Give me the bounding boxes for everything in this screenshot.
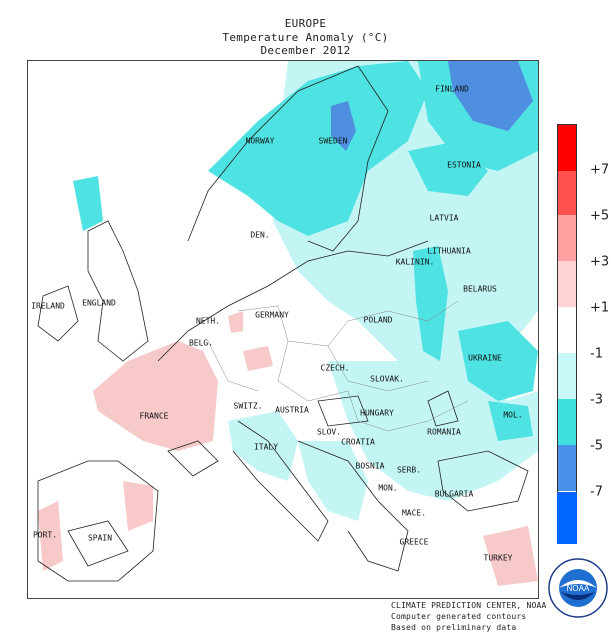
anomaly-region-ukraine-cyan	[458, 321, 538, 401]
legend-swatch	[558, 261, 576, 307]
anomaly-region-cool-italy	[228, 411, 298, 481]
country-label-czech: CZECH.	[320, 363, 350, 373]
legend-tick: -7	[590, 484, 603, 500]
legend-swatch	[558, 399, 576, 445]
country-label-latvia: LATVIA	[429, 213, 459, 223]
anomaly-region-estonia	[408, 141, 488, 196]
country-label-belg: BELG.	[188, 338, 214, 348]
country-label-switz: SWITZ.	[233, 401, 263, 411]
country-label-sweden: SWEDEN	[318, 136, 348, 146]
anomaly-region-norway-sea	[73, 176, 103, 231]
legend-swatch	[558, 125, 576, 171]
noaa-logo: NOAA	[548, 558, 608, 618]
country-label-bulgaria: BULGARIA	[434, 489, 474, 499]
legend-swatch	[558, 353, 576, 399]
country-label-hungary: HUNGARY	[360, 408, 394, 418]
anomaly-region-sweden-deep	[331, 101, 356, 151]
country-label-spain: SPAIN	[87, 533, 113, 543]
country-label-port: PORT.	[32, 530, 58, 540]
coastline-ireland	[37, 285, 79, 342]
anomaly-region-iberia-south	[123, 481, 153, 531]
country-label-mon: MON.	[378, 483, 398, 493]
country-label-england: ENGLAND	[82, 298, 116, 308]
country-label-romania: ROMANIA	[427, 427, 461, 437]
anomaly-contour-zero-romania	[427, 390, 459, 427]
map-region-title: EUROPE	[284, 17, 327, 30]
legend-tick: -1	[590, 346, 603, 362]
country-label-mol: MOL.	[503, 410, 523, 420]
country-label-croatia: CROATIA	[341, 437, 375, 447]
legend-swatch	[558, 215, 576, 261]
credit-line: CLIMATE PREDICTION CENTER, NOAA	[391, 601, 547, 610]
country-label-poland: POLAND	[363, 315, 393, 325]
legend-tick: +7	[590, 162, 610, 178]
legend-tick: +1	[590, 300, 610, 316]
country-label-lithuania: LITHUANIA	[427, 246, 471, 256]
country-label-ireland: IRELAND	[31, 301, 65, 311]
country-label-turkey: TURKEY	[483, 553, 513, 563]
country-label-finland: FINLAND	[435, 84, 469, 94]
country-label-ukraine: UKRAINE	[468, 353, 502, 363]
anomaly-contour-zero-spain	[67, 520, 129, 567]
legend-tick: -3	[590, 392, 603, 408]
anomaly-region-baltic	[413, 246, 448, 361]
map-canvas	[37, 61, 538, 586]
legend-tick: -5	[590, 438, 603, 454]
legend-tick: +5	[590, 208, 610, 224]
country-label-slovak: SLOVAK.	[370, 374, 404, 384]
legend-swatch	[558, 445, 576, 491]
country-label-estonia: ESTONIA	[447, 160, 481, 170]
noaa-logo-text: NOAA	[567, 584, 590, 593]
coastline-balkans	[297, 440, 409, 572]
country-label-france: FRANCE	[139, 411, 169, 421]
credit-line: Computer generated contours	[391, 612, 527, 621]
anomaly-region-cool-balkans	[298, 441, 368, 521]
legend-swatch-bottom	[557, 492, 577, 544]
anomaly-region-alps-spot	[243, 346, 273, 371]
coastline-scandinavia	[187, 65, 389, 252]
anomaly-region-turkey	[483, 526, 538, 586]
credit-line: Based on preliminary data	[391, 623, 517, 632]
anomaly-region-iberia-west	[38, 501, 63, 571]
country-label-mace: MACE.	[401, 508, 427, 518]
anomaly-region-scandinavia	[208, 61, 428, 236]
anomaly-region-germany-spot	[228, 311, 243, 333]
country-label-belarus: BELARUS	[463, 284, 497, 294]
coastline-continent	[157, 240, 429, 362]
country-borders	[207, 300, 469, 432]
country-label-bosnia: BOSNIA	[355, 461, 385, 471]
anomaly-region-mol-cyan	[488, 401, 533, 441]
country-label-italy: ITALY	[253, 442, 279, 452]
legend-swatch	[558, 307, 576, 353]
country-label-neth: NETH.	[195, 316, 221, 326]
country-label-slov: SLOV.	[316, 427, 342, 437]
legend-swatch	[558, 171, 576, 215]
coastline-italy	[232, 420, 329, 542]
color-legend	[557, 124, 577, 494]
country-label-den: DEN.	[250, 230, 270, 240]
anomaly-region-france	[93, 341, 218, 451]
anomaly-map: FINLAND NORWAY SWEDEN ESTONIA LATVIA DEN…	[27, 60, 539, 599]
anomaly-contour-zero-france	[167, 440, 219, 477]
legend-tick: +3	[590, 254, 610, 270]
country-label-serb: SERB.	[396, 465, 422, 475]
anomaly-contour-zero-hungary	[317, 395, 369, 427]
country-label-austria: AUSTRIA	[275, 405, 309, 415]
coastline-blacksea	[437, 450, 529, 512]
coastline-iberia	[37, 460, 159, 582]
country-label-germany: GERMANY	[255, 310, 289, 320]
anomaly-region-cool-southeast	[328, 361, 538, 501]
map-title: Temperature Anomaly (°C)	[222, 31, 389, 44]
coastline-britain	[87, 220, 149, 362]
map-period: December 2012	[260, 44, 351, 57]
country-label-kalinin: KALININ.	[395, 257, 435, 267]
country-label-norway: NORWAY	[245, 136, 275, 146]
anomaly-region-finland-deep	[448, 61, 533, 131]
country-label-greece: GREECE	[399, 537, 429, 547]
